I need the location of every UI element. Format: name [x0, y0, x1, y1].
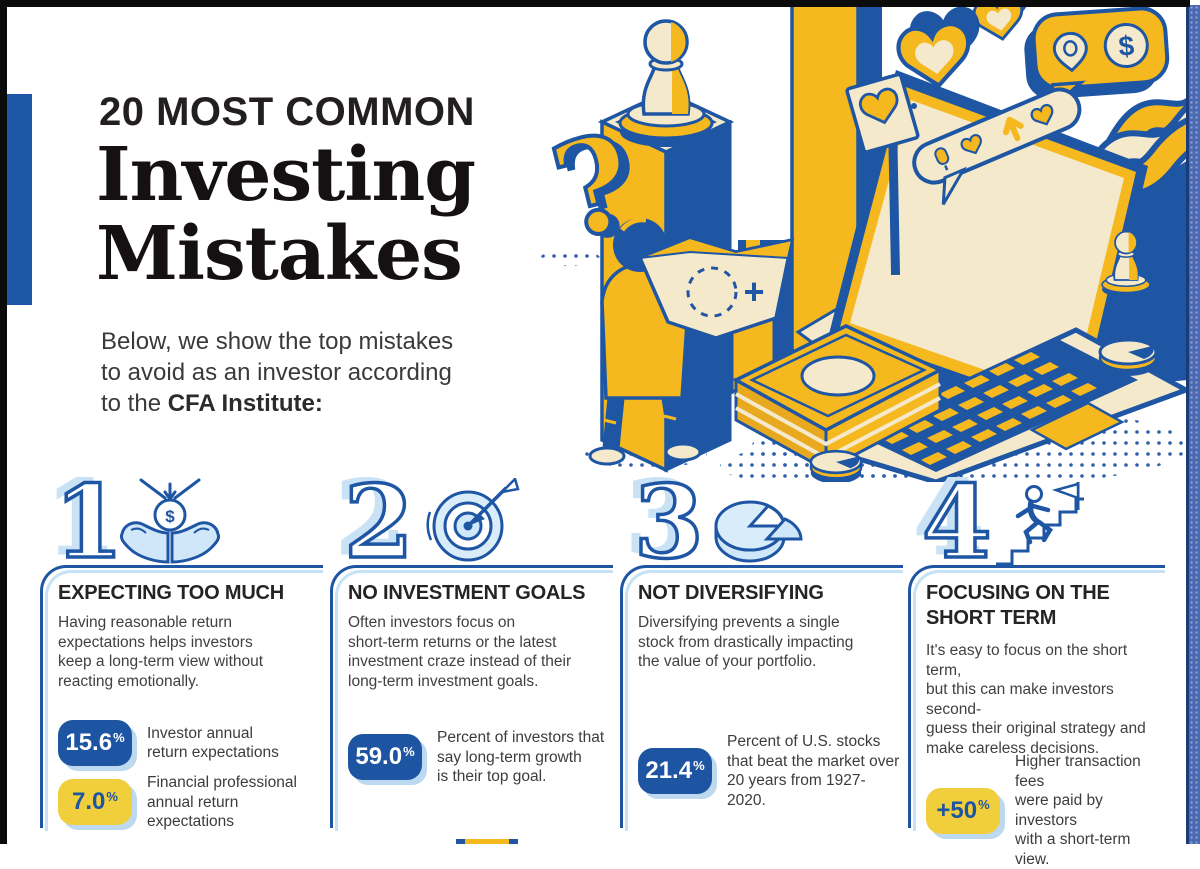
card-border-shadow — [625, 570, 903, 831]
accent-bar — [7, 94, 32, 305]
mistake-card-2: 2 2 NO INVESTMENT GOALS Often investors … — [330, 467, 613, 844]
stat-unit: % — [106, 788, 118, 804]
mistake-number-4: 4 4 — [913, 467, 994, 574]
treasure-map: + — [637, 236, 795, 340]
mistake-body: Having reasonable return expectations he… — [58, 614, 264, 690]
next-section-peek — [456, 839, 518, 844]
mistake-number-text: 2 — [342, 463, 415, 581]
reactions-chat-bubble — [912, 87, 1082, 206]
page-edge-top — [0, 0, 1190, 7]
mistake-number-1: 1 1 — [45, 467, 126, 574]
mistake-body: It's easy to focus on the short term, bu… — [926, 642, 1146, 757]
mistake-body: Diversifying prevents a single stock fro… — [638, 614, 854, 670]
stat-row: +50% Higher transaction fees were paid b… — [926, 752, 1165, 869]
page-title: Investing Mistakes — [96, 132, 476, 297]
chess-pawn — [618, 19, 714, 149]
stat-unit: % — [693, 757, 705, 773]
keyboard-keys — [864, 352, 1097, 465]
stat-badge: 21.4% — [638, 748, 712, 794]
pie-chart-icon — [714, 500, 803, 563]
mistake-number-2: 2 2 — [335, 467, 416, 574]
3d-hearts — [894, 0, 1034, 90]
stat-badge: 59.0% — [348, 734, 422, 781]
mistake-title: FOCUSING ON THE SHORT TERM — [926, 582, 1110, 629]
card-border-shadow — [45, 570, 323, 831]
mistake-title: EXPECTING TOO MUCH — [58, 582, 285, 604]
stat-unit: % — [978, 797, 990, 812]
mistake-number-text: 3 — [632, 463, 705, 581]
runner-stairs-flag-icon — [996, 482, 1084, 566]
stat-badge: +50% — [926, 787, 1000, 834]
mistake-card-1: 1 1 $ EXPECTING TOO MUCH Having reasonab… — [40, 467, 323, 844]
intro-text-bold: CFA Institute: — [167, 390, 323, 417]
trackpad — [1029, 401, 1125, 451]
stat-label: Investor annual return expectations — [147, 724, 279, 762]
title-kicker: 20 MOST COMMON — [99, 90, 475, 134]
hands-holding-dollar-icon: $ — [119, 478, 221, 564]
stat-unit: % — [113, 729, 125, 745]
intro-text-plain: Below, we show the top mistakes to avoid… — [101, 328, 454, 417]
page-title-line1: Investing — [96, 132, 476, 218]
stat-value: +50 — [936, 796, 978, 824]
mistake-card-3: 3 3 NOT DIVERSIFYING Diversifying preven… — [620, 467, 903, 844]
stat-value: 59.0 — [355, 743, 403, 771]
photo-card — [845, 72, 920, 275]
coin — [809, 449, 863, 482]
card-border — [908, 565, 1165, 828]
stat-label: Financial professional annual return exp… — [147, 774, 297, 830]
stat-badge: 7.0% — [58, 779, 132, 826]
stat-row: 21.4% Percent of U.S. stocks that beat t… — [638, 732, 903, 810]
stat-value: 15.6 — [65, 729, 113, 756]
mistake-title: NOT DIVERSIFYING — [638, 582, 824, 604]
mistake-body: Often investors focus on short-term retu… — [348, 614, 572, 690]
stat-value: 7.0 — [72, 788, 106, 816]
target-dart-icon — [426, 478, 520, 562]
dotted-side-band — [1186, 5, 1200, 844]
money-stack — [732, 324, 944, 473]
mistake-number-ghost: 3 — [625, 459, 698, 577]
hero-illustration: ? ? + — [540, 0, 1190, 482]
mistake-title: NO INVESTMENT GOALS — [348, 582, 586, 604]
mistake-number-ghost: 1 — [45, 459, 118, 577]
mistake-number-text: 4 — [920, 463, 993, 581]
hand-right — [170, 521, 221, 564]
card-border-shadow — [335, 570, 613, 831]
stat-label: Percent of U.S. stocks that beat the mar… — [727, 733, 900, 809]
page-edge-left — [0, 0, 7, 844]
card-border — [330, 565, 613, 828]
intro-text: Below, we show the top mistakes to avoid… — [101, 326, 491, 419]
svg-text:+: + — [743, 271, 764, 312]
mistake-number-text: 1 — [52, 463, 125, 581]
card-border — [620, 565, 903, 828]
hand-left — [119, 521, 170, 564]
map-reader-person: + — [588, 217, 795, 466]
card-border — [40, 565, 323, 828]
stat-row: 15.6% Investor annual return expectation… — [58, 720, 323, 766]
card-border-shadow — [913, 570, 1165, 831]
svg-text:$: $ — [165, 507, 175, 526]
svg-text:$: $ — [1117, 30, 1135, 62]
stat-unit: % — [403, 743, 415, 759]
stat-label: Percent of investors that say long-term … — [437, 729, 605, 785]
coin — [1098, 338, 1158, 376]
stat-row: 7.0% Financial professional annual retur… — [58, 773, 323, 832]
mistake-number-3: 3 3 — [625, 467, 706, 574]
mistake-number-ghost: 2 — [335, 459, 408, 577]
stat-row: 59.0% Percent of investors that say long… — [348, 728, 613, 787]
stat-value: 21.4 — [645, 757, 693, 784]
page-title-line2: Mistakes — [96, 211, 463, 297]
mistake-card-4: 4 4 FOCUSING ON THE SHORT TERM It's easy… — [908, 467, 1165, 868]
mistake-number-ghost: 4 — [913, 459, 986, 577]
stat-badge: 15.6% — [58, 720, 132, 766]
stat-label: Higher transaction fees were paid by inv… — [1015, 753, 1141, 868]
